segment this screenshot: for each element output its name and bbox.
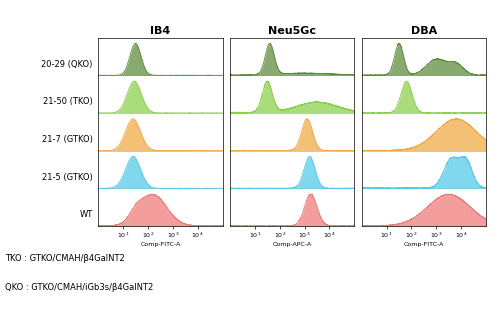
Title: Neu5Gc: Neu5Gc: [268, 25, 316, 35]
Text: 21-7 (GTKO): 21-7 (GTKO): [42, 135, 93, 144]
X-axis label: Comp-FITC-A: Comp-FITC-A: [140, 242, 181, 247]
X-axis label: Comp-FITC-A: Comp-FITC-A: [404, 242, 444, 247]
Text: QKO : GTKO/CMAH/iGb3s/β4GalNT2: QKO : GTKO/CMAH/iGb3s/β4GalNT2: [5, 283, 153, 292]
Text: WT: WT: [80, 210, 93, 219]
X-axis label: Comp-APC-A: Comp-APC-A: [273, 242, 312, 247]
Text: TKO : GTKO/CMAH/β4GalNT2: TKO : GTKO/CMAH/β4GalNT2: [5, 254, 125, 263]
Text: 21-50 (TKO): 21-50 (TKO): [43, 97, 93, 106]
Title: IB4: IB4: [150, 25, 170, 35]
Title: DBA: DBA: [411, 25, 437, 35]
Text: 21-5 (GTKO): 21-5 (GTKO): [42, 173, 93, 181]
Text: 20-29 (QKO): 20-29 (QKO): [41, 60, 93, 68]
